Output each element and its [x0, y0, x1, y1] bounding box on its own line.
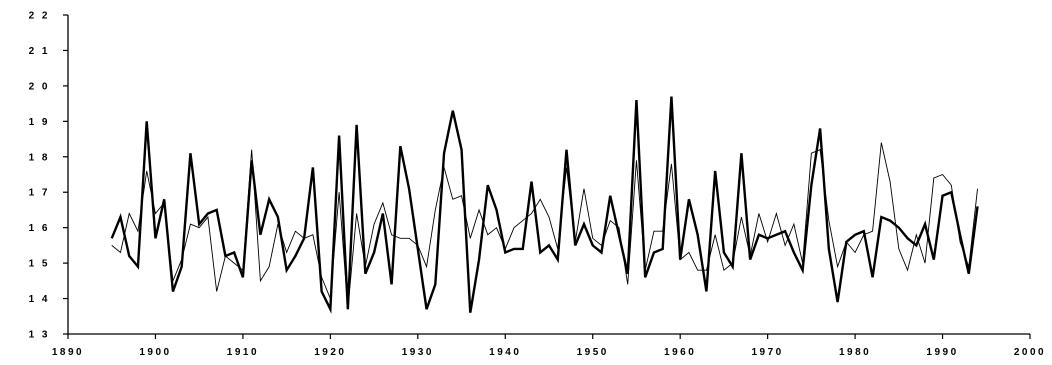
y-tick-label: 2 1 [29, 46, 50, 57]
x-tick-label: 1900 [139, 347, 171, 358]
series-line-thick [110, 96, 979, 314]
x-tick-label: 1990 [926, 347, 958, 358]
x-tick-label: 1960 [664, 347, 696, 358]
y-tick-label: 2 2 [29, 11, 50, 22]
y-tick-label: 1 6 [29, 223, 50, 234]
x-tick-label: 1940 [489, 347, 521, 358]
y-tick-label: 1 3 [29, 330, 50, 341]
x-tick-label: 1910 [227, 347, 259, 358]
y-tick-label: 1 5 [29, 259, 50, 270]
x-tick-label: 1890 [52, 347, 84, 358]
y-tick-label: 1 7 [29, 188, 50, 199]
y-tick-label: 1 9 [29, 117, 50, 128]
series-line-thin [111, 142, 978, 310]
x-tick-label: 1950 [577, 347, 609, 358]
x-tick-label: 1980 [839, 347, 871, 358]
y-tick-label: 2 0 [29, 81, 50, 92]
x-axis-ticks: 1890 1900 1910 1920 1930 1940 1950 1960 1970 1980… [52, 334, 1046, 358]
y-tick-label: 1 8 [29, 152, 50, 163]
x-tick-label: 1930 [402, 347, 434, 358]
x-tick-label: 1970 [752, 347, 784, 358]
y-tick-label: 1 4 [29, 294, 50, 305]
x-tick-label: 2000 [1014, 347, 1046, 358]
chart-axes [67, 15, 1030, 335]
y-axis-ticks: 1 3 1 4 1 5 1 6 1 7 1 8 1 9 2 0 2 1 2 2 [29, 11, 68, 341]
series-layer [110, 96, 979, 314]
x-tick-label: 1920 [314, 347, 346, 358]
